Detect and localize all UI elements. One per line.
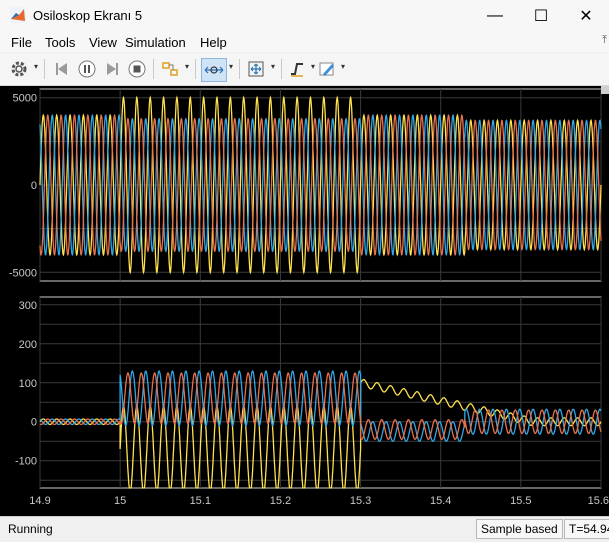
settings-icon[interactable]	[8, 58, 30, 80]
toolbar-separator	[281, 59, 282, 79]
time-readout: T=54.941	[564, 519, 609, 539]
y-tick-label: 200	[19, 339, 37, 351]
title-bar: Osiloskop Ekranı 5 — ☐ ✕	[0, 0, 609, 32]
x-tick-label: 15.1	[190, 495, 211, 507]
x-tick-label: 15.4	[430, 495, 451, 507]
style-pen-icon[interactable]	[316, 58, 338, 80]
series-line-blue	[39, 370, 602, 442]
y-tick-label: 100	[19, 378, 37, 390]
y-tick-label: -100	[15, 456, 37, 468]
x-tick-label: 14.9	[29, 495, 50, 507]
triggers-icon[interactable]	[286, 58, 308, 80]
menu-file[interactable]: File	[11, 35, 32, 50]
scope-axes[interactable]: 5000 0 -5000 14.9 15 15.1 15.2 15.3 15.4 15.5 15.…	[0, 86, 609, 516]
x-tick-label: 15.3	[350, 495, 371, 507]
x-tick-label: 15	[114, 495, 126, 507]
highlight-block-icon[interactable]	[159, 58, 181, 80]
simulation-status: Running	[8, 522, 53, 536]
y-tick-label: 300	[19, 300, 37, 312]
x-tick-label: 15.5	[510, 495, 531, 507]
series-line-orange	[39, 113, 602, 257]
menu-simulation[interactable]: Simulation	[125, 35, 186, 50]
step-back-icon[interactable]	[51, 58, 73, 80]
zoom-dropdown-icon[interactable]: ▾	[229, 62, 234, 71]
axes-top[interactable]: 5000 0 -5000	[9, 88, 602, 282]
axes-corner-icon[interactable]	[601, 86, 609, 94]
y-tick-label: 0	[31, 417, 37, 429]
toolbar-separator	[195, 59, 196, 79]
window-title: Osiloskop Ekranı 5	[33, 8, 143, 23]
y-tick-label: 5000	[13, 93, 37, 105]
settings-dropdown-icon[interactable]: ▾	[34, 62, 39, 71]
highlight-dropdown-icon[interactable]: ▾	[185, 62, 190, 71]
sample-mode-indicator: Sample based	[476, 519, 563, 539]
menu-tools[interactable]: Tools	[45, 35, 76, 50]
step-forward-icon[interactable]	[101, 58, 123, 80]
y-tick-label: 0	[31, 180, 37, 192]
zoom-x-icon[interactable]	[201, 58, 227, 82]
autoscale-dropdown-icon[interactable]: ▾	[271, 62, 276, 71]
x-tick-label: 15.2	[270, 495, 291, 507]
close-button[interactable]: ✕	[579, 8, 593, 25]
menubar-overflow-icon[interactable]: ⤒	[602, 34, 607, 46]
stop-icon[interactable]	[126, 58, 148, 80]
minimize-button[interactable]: —	[487, 7, 503, 24]
status-bar: Running Sample based T=54.941	[0, 516, 609, 542]
axes-bottom[interactable]: 14.9 15 15.1 15.2 15.3 15.4 15.5 15.6 300 200 100 0…	[15, 296, 609, 507]
toolbar: ▾ ▾ ▾ ▾ ▾ ▾	[0, 53, 609, 86]
x-tick-label: 15.6	[588, 495, 609, 507]
y-tick-label: -5000	[9, 267, 37, 279]
series-line-yellow	[39, 378, 602, 489]
maximize-button[interactable]: ☐	[533, 8, 549, 25]
toolbar-separator	[153, 59, 154, 79]
pause-icon[interactable]	[76, 58, 98, 80]
style-dropdown-icon[interactable]: ▾	[341, 62, 346, 71]
series-line-yellow	[39, 95, 602, 275]
toolbar-separator	[239, 59, 240, 79]
menu-view[interactable]: View	[89, 35, 117, 50]
autoscale-icon[interactable]	[245, 58, 267, 80]
series-line-orange	[39, 372, 602, 441]
scope-plot-area: 5000 0 -5000 14.9 15 15.1 15.2 15.3 15.4 15.5 15.…	[0, 86, 609, 516]
menu-help[interactable]: Help	[200, 35, 227, 50]
menu-bar: File Tools View Simulation Help ⤒	[0, 32, 609, 52]
series-line-blue	[39, 113, 602, 257]
toolbar-separator	[44, 59, 45, 79]
triggers-dropdown-icon[interactable]: ▾	[311, 62, 316, 71]
matlab-icon	[10, 7, 26, 23]
